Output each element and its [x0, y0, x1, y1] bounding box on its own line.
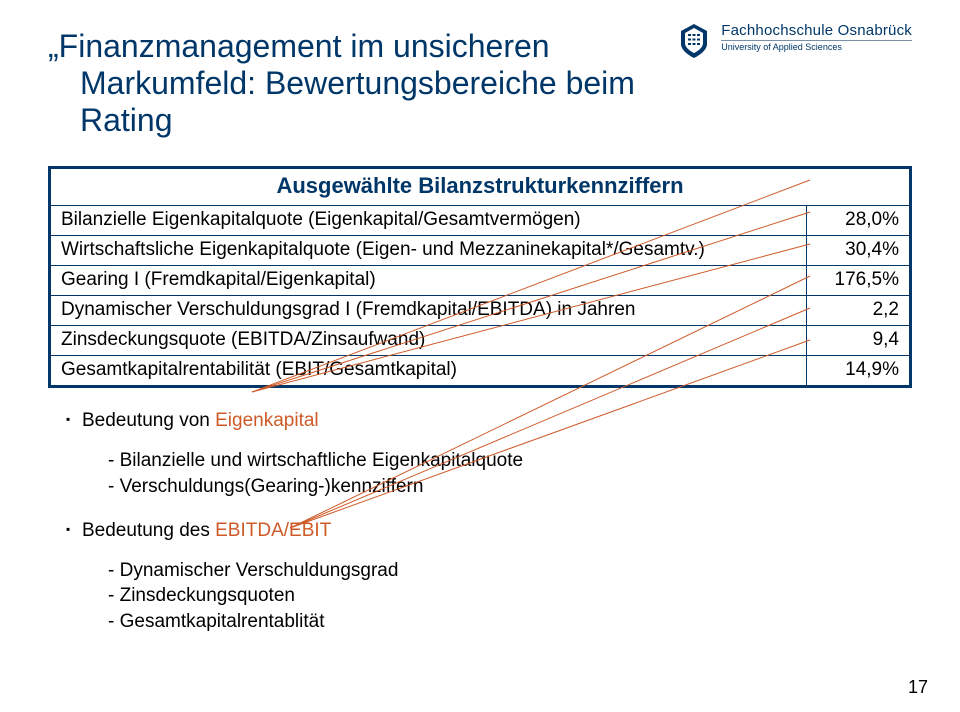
logo-subtitle: University of Applied Sciences — [721, 40, 912, 52]
table-row: Zinsdeckungsquote (EBITDA/Zinsaufwand) 9… — [51, 326, 909, 356]
slide: „Finanzmanagement im unsicheren Markumfe… — [0, 0, 960, 712]
table-row: Bilanzielle Eigenkapitalquote (Eigenkapi… — [51, 206, 909, 236]
metric-value: 14,9% — [807, 356, 909, 385]
bullet-eigenkapital: Bedeutung von Eigenkapital — [66, 410, 912, 432]
sub-item: - Bilanzielle und wirtschaftliche Eigenk… — [108, 448, 912, 474]
logo-icon — [677, 22, 711, 60]
sub-item: - Verschuldungs(Gearing-)kennziffern — [108, 474, 912, 500]
metric-value: 176,5% — [807, 266, 909, 295]
metric-value: 30,4% — [807, 236, 909, 265]
bullet-accent: EBITDA/EBIT — [215, 520, 331, 541]
title-block: „Finanzmanagement im unsicheren Markumfe… — [48, 28, 677, 138]
metric-label: Bilanzielle Eigenkapitalquote (Eigenkapi… — [51, 206, 807, 235]
bullet-ebitda: Bedeutung des EBITDA/EBIT — [66, 520, 912, 542]
metric-value: 28,0% — [807, 206, 909, 235]
metric-value: 9,4 — [807, 326, 909, 355]
table-header: Ausgewählte Bilanzstrukturkennziffern — [51, 169, 909, 206]
slide-title: „Finanzmanagement im unsicheren Markumfe… — [48, 28, 677, 138]
table-row: Gesamtkapitalrentabilität (EBIT/Gesamtka… — [51, 356, 909, 385]
table-row: Dynamischer Verschuldungsgrad I (Fremdka… — [51, 296, 909, 326]
title-line-2: Markumfeld: Bewertungsbereiche beim Rati… — [48, 65, 677, 139]
sub-list-1: - Bilanzielle und wirtschaftliche Eigenk… — [108, 448, 912, 499]
bullet-prefix: Bedeutung des — [82, 520, 215, 541]
metric-label: Wirtschaftsliche Eigenkapitalquote (Eige… — [51, 236, 807, 265]
bullet-prefix: Bedeutung von — [82, 410, 215, 431]
metric-label: Gesamtkapitalrentabilität (EBIT/Gesamtka… — [51, 356, 807, 385]
metric-label: Dynamischer Verschuldungsgrad I (Fremdka… — [51, 296, 807, 325]
header: „Finanzmanagement im unsicheren Markumfe… — [48, 28, 912, 138]
bullet-accent: Eigenkapital — [215, 410, 319, 431]
sub-item: - Zinsdeckungsquoten — [108, 583, 912, 609]
metric-label: Zinsdeckungsquote (EBITDA/Zinsaufwand) — [51, 326, 807, 355]
sub-list-2: - Dynamischer Verschuldungsgrad - Zinsde… — [108, 558, 912, 635]
table-row: Wirtschaftsliche Eigenkapitalquote (Eige… — [51, 236, 909, 266]
logo-name: Fachhochschule Osnabrück — [721, 22, 912, 39]
table-row: Gearing I (Fremdkapital/Eigenkapital) 17… — [51, 266, 909, 296]
bullet-list: Bedeutung von Eigenkapital - Bilanzielle… — [48, 410, 912, 634]
metrics-table: Ausgewählte Bilanzstrukturkennziffern Bi… — [48, 166, 912, 388]
sub-item: - Dynamischer Verschuldungsgrad — [108, 558, 912, 584]
university-logo: Fachhochschule Osnabrück University of A… — [677, 22, 912, 60]
metric-label: Gearing I (Fremdkapital/Eigenkapital) — [51, 266, 807, 295]
sub-item: - Gesamtkapitalrentablität — [108, 609, 912, 635]
title-line-1: „Finanzmanagement im unsicheren — [48, 28, 550, 64]
page-number: 17 — [908, 677, 928, 698]
metric-value: 2,2 — [807, 296, 909, 325]
